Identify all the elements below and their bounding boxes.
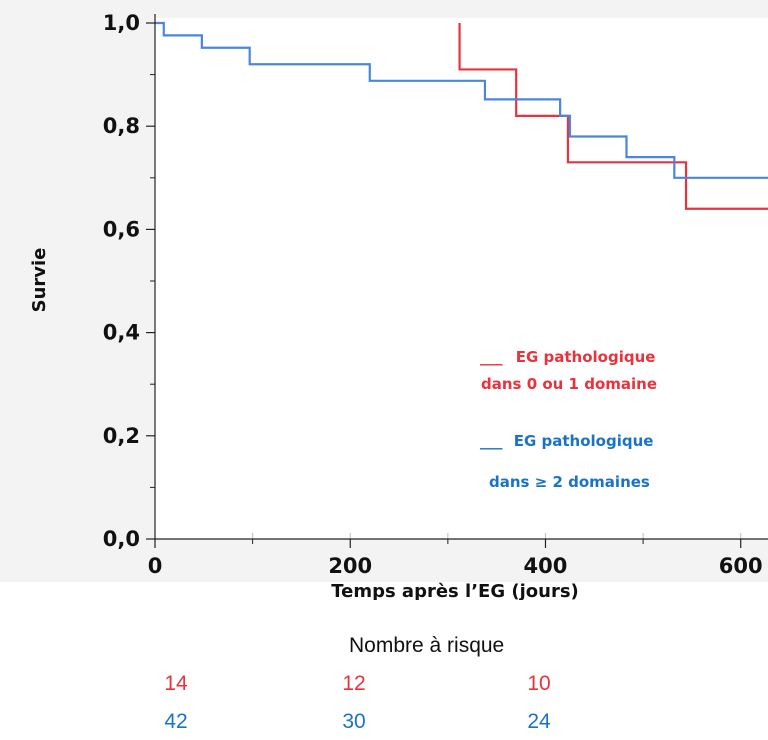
y-tick-label: 0,2 bbox=[103, 424, 140, 448]
x-axis-ticks: 0 200 400 600 bbox=[148, 539, 763, 578]
x-tick-label: 600 bbox=[719, 554, 763, 578]
series-line-blue bbox=[155, 21, 768, 179]
legend: ___ EG pathologique dans 0 ou 1 domaine … bbox=[480, 348, 657, 491]
inner-tick-marks bbox=[252, 533, 742, 539]
x-axis-label: Temps après l’EG (jours) bbox=[331, 581, 579, 600]
y-tick-label: 0,4 bbox=[103, 321, 140, 345]
y-axis-label: Survie bbox=[29, 248, 50, 313]
y-tick-label: 1,0 bbox=[103, 11, 140, 35]
risk-cell: 12 bbox=[342, 672, 366, 695]
y-tick-label: 0,6 bbox=[103, 217, 140, 241]
y-tick-label: 0,8 bbox=[103, 114, 140, 138]
survival-chart: 0,0 0,2 0,4 0,6 0,8 1,0 0 200 400 600 Survie Tem… bbox=[0, 0, 768, 600]
x-tick-label: 0 bbox=[148, 554, 163, 578]
risk-cell: 24 bbox=[527, 710, 551, 733]
y-tick-label: 0,0 bbox=[103, 527, 140, 551]
plot-area bbox=[155, 18, 768, 539]
legend-blue-label: EG pathologique bbox=[514, 432, 654, 450]
legend-red-label-2: dans 0 ou 1 domaine bbox=[481, 375, 657, 393]
x-tick-label: 200 bbox=[328, 554, 372, 578]
risk-row-blue: 42 30 24 bbox=[0, 710, 768, 740]
legend-blue-label-2: dans ≥ 2 domaines bbox=[489, 473, 650, 491]
legend-red-line: ___ EG pathologique bbox=[480, 348, 655, 366]
risk-row-red: 14 12 10 bbox=[0, 672, 768, 702]
risk-cell: 10 bbox=[527, 672, 551, 695]
y-axis-ticks: 0,0 0,2 0,4 0,6 0,8 1,0 bbox=[103, 11, 155, 551]
risk-cell: 30 bbox=[342, 710, 366, 733]
series-layer bbox=[155, 21, 768, 210]
legend-red-dash: ___ bbox=[480, 348, 503, 366]
legend-blue-line: ___ EG pathologique bbox=[480, 432, 653, 450]
legend-red-label: EG pathologique bbox=[516, 348, 656, 366]
risk-table-title: Nombre à risque bbox=[349, 634, 505, 657]
x-tick-label: 400 bbox=[524, 554, 568, 578]
risk-cell: 14 bbox=[164, 672, 188, 695]
risk-cell: 42 bbox=[164, 710, 188, 733]
legend-blue-dash: ___ bbox=[480, 432, 503, 450]
